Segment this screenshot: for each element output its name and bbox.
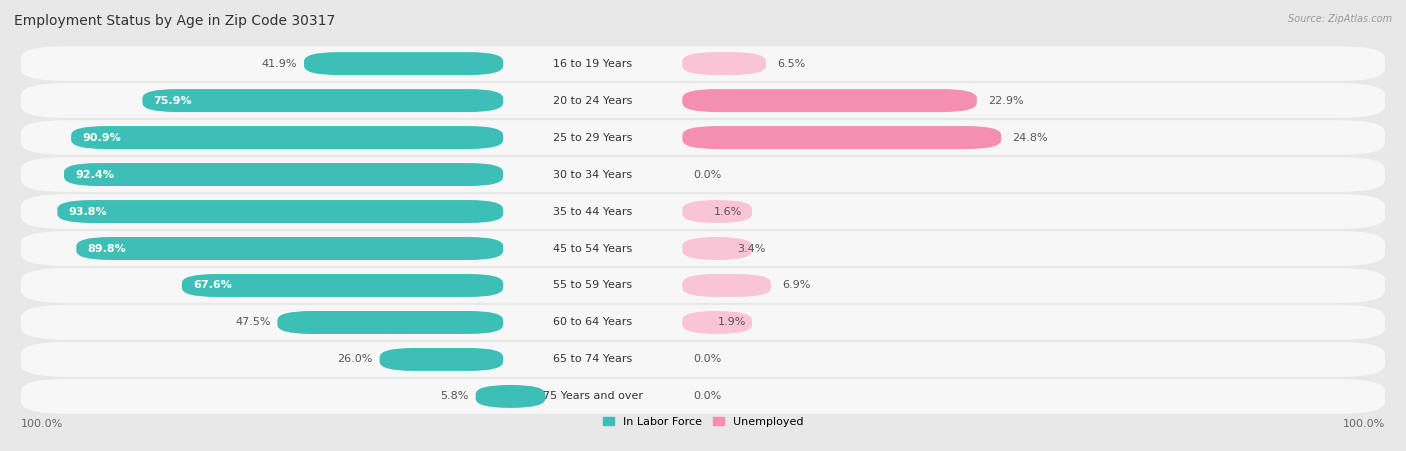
Text: 93.8%: 93.8% — [69, 207, 107, 216]
FancyBboxPatch shape — [682, 52, 766, 75]
Text: 45 to 54 Years: 45 to 54 Years — [553, 244, 633, 253]
Text: 30 to 34 Years: 30 to 34 Years — [553, 170, 633, 179]
FancyBboxPatch shape — [21, 305, 1385, 340]
Text: 22.9%: 22.9% — [988, 96, 1024, 106]
Text: 0.0%: 0.0% — [693, 170, 721, 179]
FancyBboxPatch shape — [21, 83, 1385, 118]
FancyBboxPatch shape — [76, 237, 503, 260]
Text: 90.9%: 90.9% — [82, 133, 121, 143]
FancyBboxPatch shape — [277, 311, 503, 334]
Text: 75 Years and over: 75 Years and over — [543, 391, 643, 401]
Text: 6.9%: 6.9% — [782, 281, 810, 290]
FancyBboxPatch shape — [682, 311, 752, 334]
FancyBboxPatch shape — [21, 120, 1385, 155]
FancyBboxPatch shape — [21, 379, 1385, 414]
FancyBboxPatch shape — [21, 157, 1385, 192]
Text: 65 to 74 Years: 65 to 74 Years — [553, 354, 633, 364]
FancyBboxPatch shape — [21, 268, 1385, 303]
FancyBboxPatch shape — [21, 342, 1385, 377]
FancyBboxPatch shape — [21, 46, 1385, 81]
Text: 3.4%: 3.4% — [737, 244, 765, 253]
FancyBboxPatch shape — [21, 231, 1385, 266]
FancyBboxPatch shape — [682, 274, 770, 297]
FancyBboxPatch shape — [63, 163, 503, 186]
Text: 1.9%: 1.9% — [718, 318, 747, 327]
Text: 35 to 44 Years: 35 to 44 Years — [553, 207, 633, 216]
Text: 89.8%: 89.8% — [87, 244, 127, 253]
Text: 25 to 29 Years: 25 to 29 Years — [553, 133, 633, 143]
Text: 20 to 24 Years: 20 to 24 Years — [553, 96, 633, 106]
Text: 0.0%: 0.0% — [693, 354, 721, 364]
Text: 24.8%: 24.8% — [1012, 133, 1047, 143]
Text: Employment Status by Age in Zip Code 30317: Employment Status by Age in Zip Code 303… — [14, 14, 335, 28]
FancyBboxPatch shape — [380, 348, 503, 371]
Text: 75.9%: 75.9% — [153, 96, 193, 106]
FancyBboxPatch shape — [682, 237, 752, 260]
Text: 5.8%: 5.8% — [440, 391, 468, 401]
FancyBboxPatch shape — [21, 194, 1385, 229]
Text: 26.0%: 26.0% — [337, 354, 373, 364]
FancyBboxPatch shape — [72, 126, 503, 149]
Text: 0.0%: 0.0% — [693, 391, 721, 401]
Text: Source: ZipAtlas.com: Source: ZipAtlas.com — [1288, 14, 1392, 23]
Text: 55 to 59 Years: 55 to 59 Years — [553, 281, 633, 290]
Text: 60 to 64 Years: 60 to 64 Years — [553, 318, 633, 327]
FancyBboxPatch shape — [682, 126, 1001, 149]
Text: 47.5%: 47.5% — [235, 318, 270, 327]
FancyBboxPatch shape — [181, 274, 503, 297]
FancyBboxPatch shape — [58, 200, 503, 223]
FancyBboxPatch shape — [682, 200, 752, 223]
Text: 16 to 19 Years: 16 to 19 Years — [553, 59, 633, 69]
Text: 92.4%: 92.4% — [75, 170, 114, 179]
FancyBboxPatch shape — [475, 385, 546, 408]
Text: 6.5%: 6.5% — [778, 59, 806, 69]
Text: 100.0%: 100.0% — [21, 419, 63, 428]
FancyBboxPatch shape — [682, 89, 977, 112]
FancyBboxPatch shape — [142, 89, 503, 112]
Text: 1.6%: 1.6% — [714, 207, 742, 216]
Text: 67.6%: 67.6% — [193, 281, 232, 290]
Text: 41.9%: 41.9% — [262, 59, 297, 69]
Text: 100.0%: 100.0% — [1343, 419, 1385, 428]
Legend: In Labor Force, Unemployed: In Labor Force, Unemployed — [598, 413, 808, 432]
FancyBboxPatch shape — [304, 52, 503, 75]
